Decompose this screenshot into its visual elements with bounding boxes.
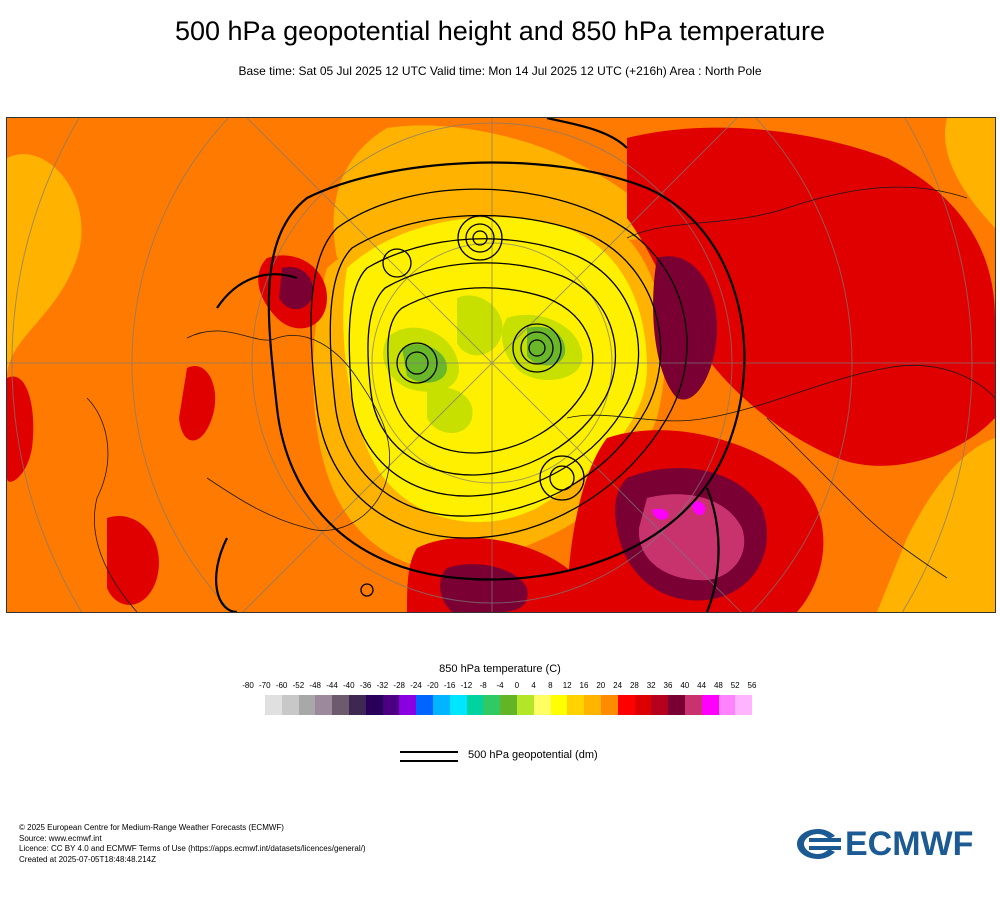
legend-swatch xyxy=(432,695,450,715)
legend-swatch xyxy=(500,695,517,715)
ecmwf-logo: ECMWF xyxy=(795,825,973,863)
legend-tick-label: -8 xyxy=(479,681,487,690)
chart-subtitle: Base time: Sat 05 Jul 2025 12 UTC Valid … xyxy=(238,64,762,78)
legend-swatch xyxy=(281,695,299,715)
credit-created: Created at 2025-07-05T18:48:48.214Z xyxy=(19,854,156,864)
hot-field-northeast xyxy=(627,127,995,466)
credit-source: Source: www.ecmwf.int xyxy=(19,833,102,843)
temperature-legend-swatches xyxy=(265,695,753,715)
legend-tick-label: 56 xyxy=(747,681,757,690)
legend-tick-label: -24 xyxy=(410,681,422,690)
legend-tick-label: -4 xyxy=(496,681,504,690)
legend-swatch xyxy=(348,695,366,715)
geopotential-legend-line xyxy=(400,751,458,765)
legend-tick-label: 24 xyxy=(613,681,623,690)
legend-tick-label: 52 xyxy=(730,681,740,690)
legend-swatch xyxy=(701,695,719,715)
legend-swatch xyxy=(550,695,568,715)
credits: © 2025 European Centre for Medium-Range … xyxy=(19,823,366,865)
legend-swatch xyxy=(416,695,433,715)
legend-swatch xyxy=(600,695,618,715)
legend-tick-label: -40 xyxy=(343,681,355,690)
chart-title: 500 hPa geopotential height and 850 hPa … xyxy=(174,16,825,46)
legend-swatch xyxy=(684,695,702,715)
temperature-legend-ticks: -80 -70 -60 -52 -48 -44 -40 -36 -32 -28 -24 -20 -16-… xyxy=(0,681,1000,693)
magenta-spot-b xyxy=(691,501,706,516)
legend-tick-label: -60 xyxy=(275,681,288,690)
very-hot-field-south xyxy=(440,564,528,612)
legend-swatch xyxy=(718,695,736,715)
legend-swatch xyxy=(735,695,753,715)
legend-swatch xyxy=(668,695,685,715)
legend-swatch xyxy=(634,695,652,715)
legend-tick-label: 4 xyxy=(531,681,536,690)
legend-swatch xyxy=(651,695,669,715)
legend-tick-label: 32 xyxy=(646,681,656,690)
legend-swatch xyxy=(567,695,585,715)
legend-tick-label: 0 xyxy=(514,681,520,690)
legend-tick-label: -36 xyxy=(359,681,372,690)
legend-tick-label: -80 xyxy=(242,681,254,690)
legend-swatch xyxy=(449,695,467,715)
legend-swatch xyxy=(265,695,282,715)
coastlines xyxy=(86,186,995,612)
geopotential-legend: 500 hPa geopotential (dm) xyxy=(400,748,650,768)
geopotential-thick-contours xyxy=(215,118,746,612)
legend-tick-label: 8 xyxy=(548,681,553,690)
legend-tick-label: -48 xyxy=(309,681,321,690)
legend-swatch xyxy=(399,695,417,715)
legend-swatch xyxy=(382,695,400,715)
credit-copyright: © 2025 European Centre for Medium-Range … xyxy=(19,823,284,832)
cold-patch-d xyxy=(427,386,473,433)
geopotential-legend-label: 500 hPa geopotential (dm) xyxy=(468,749,598,761)
legend-tick-label: 48 xyxy=(713,681,723,690)
legend-swatch xyxy=(466,695,484,715)
magenta-spot-a xyxy=(652,508,669,520)
hot-field-west-a xyxy=(179,366,216,441)
legend-tick-label: -28 xyxy=(393,681,405,690)
legend-swatch xyxy=(516,695,534,715)
legend-tick-label: 44 xyxy=(697,681,707,690)
mild-field-northeast xyxy=(945,118,995,228)
graticule xyxy=(7,118,995,612)
legend-swatch xyxy=(584,695,601,715)
legend-tick-label: 16 xyxy=(579,681,589,690)
legend-tick-label: -16 xyxy=(443,681,456,690)
legend-swatch xyxy=(617,695,635,715)
legend-swatch xyxy=(483,695,501,715)
ecmwf-logo-text: ECMWF xyxy=(845,824,974,863)
very-hot-field-a xyxy=(653,256,717,400)
legend-swatch xyxy=(298,695,316,715)
legend-tick-label: 40 xyxy=(680,681,690,690)
polar-map xyxy=(6,117,996,613)
mild-field-southeast xyxy=(877,438,995,612)
hot-field-west-c xyxy=(107,516,159,605)
legend-swatch xyxy=(315,695,333,715)
legend-swatch xyxy=(533,695,551,715)
legend-tick-label: 36 xyxy=(663,681,673,690)
legend-tick-label: -44 xyxy=(326,681,338,690)
legend-tick-label: -32 xyxy=(376,681,389,690)
cold-patch-b xyxy=(457,295,503,356)
credit-licence: Licence: CC BY 4.0 and ECMWF Terms of Us… xyxy=(19,844,366,853)
very-hot-field-canada xyxy=(279,267,313,310)
legend-tick-label: 20 xyxy=(596,681,606,690)
legend-tick-label: -52 xyxy=(292,681,305,690)
mild-field-west xyxy=(7,154,82,378)
legend-swatch xyxy=(332,695,349,715)
cool-field-pole xyxy=(343,217,647,523)
temperature-legend-title: 850 hPa temperature (C) xyxy=(439,663,561,675)
legend-swatch xyxy=(365,695,383,715)
legend-tick-label: -12 xyxy=(460,681,473,690)
ecmwf-logo-icon xyxy=(797,829,841,859)
geopotential-contours xyxy=(310,188,688,597)
legend-tick-label: 12 xyxy=(562,681,572,690)
legend-tick-label: -20 xyxy=(427,681,439,690)
legend-tick-label: -70 xyxy=(259,681,271,690)
legend-tick-label: 28 xyxy=(629,681,639,690)
temperature-field-map xyxy=(7,118,995,612)
